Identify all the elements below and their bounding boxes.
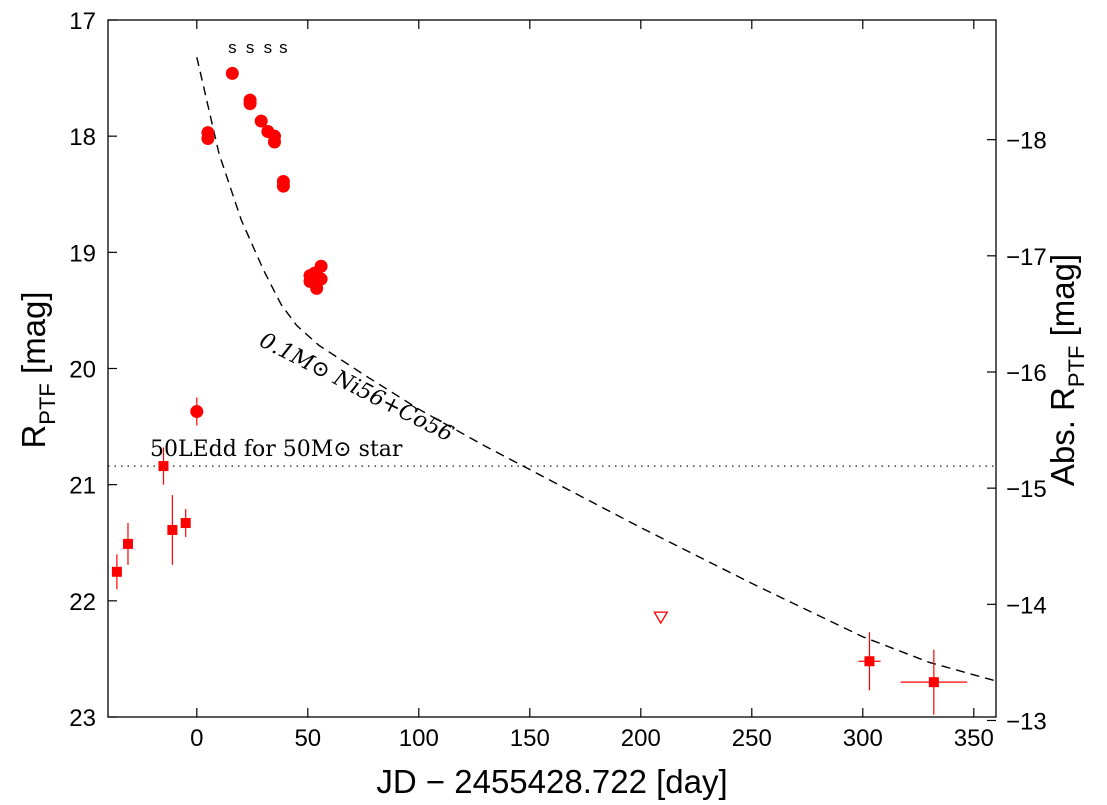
y-tick-label: 23 bbox=[69, 705, 96, 732]
eddington-label: 50LEdd for 50M⊙ star bbox=[150, 437, 403, 462]
upper-limit-triangle bbox=[653, 611, 669, 625]
spectrum-marker: s bbox=[264, 38, 273, 57]
data-point-square bbox=[158, 461, 169, 472]
data-point-circle bbox=[190, 404, 204, 418]
data-point-circle bbox=[314, 259, 328, 273]
y2-axis-label: Abs. RPTF [mag] bbox=[1044, 254, 1089, 486]
data-point-circle bbox=[314, 272, 328, 286]
spectrum-marker: s bbox=[228, 38, 237, 57]
data-point-square bbox=[111, 566, 122, 577]
y-tick-label: 22 bbox=[69, 589, 96, 616]
y2-tick-label: −13 bbox=[1006, 708, 1047, 735]
model-decay-line bbox=[196, 57, 996, 682]
data-point-square bbox=[167, 524, 178, 535]
y-tick-label: 21 bbox=[69, 473, 96, 500]
data-point-square bbox=[122, 538, 133, 549]
y2-tick-label: −14 bbox=[1006, 592, 1047, 619]
y-tick-label: 17 bbox=[69, 8, 96, 35]
y-tick-label: 18 bbox=[69, 124, 96, 151]
x-tick-label: 200 bbox=[621, 725, 661, 752]
y2-tick-label: −17 bbox=[1006, 244, 1047, 271]
y2-tick-label: −18 bbox=[1006, 128, 1047, 155]
x-tick-label: 250 bbox=[732, 725, 772, 752]
x-tick-label: 0 bbox=[190, 725, 203, 752]
spectrum-marker: s bbox=[279, 38, 288, 57]
data-point-circle bbox=[254, 114, 268, 128]
data-point-circle bbox=[243, 97, 257, 111]
y2-tick-label: −15 bbox=[1006, 476, 1047, 503]
x-tick-label: 100 bbox=[399, 725, 439, 752]
data-point-circle bbox=[225, 66, 239, 80]
model-line-label: 0.1M⊙ Ni56+Co56 bbox=[255, 328, 457, 447]
plot-frame bbox=[107, 19, 997, 718]
x-tick-label: 350 bbox=[954, 725, 994, 752]
x-axis-label: JD − 2455428.722 [day] bbox=[376, 763, 727, 800]
x-tick-label: 300 bbox=[843, 725, 883, 752]
x-tick-label: 150 bbox=[510, 725, 550, 752]
spectrum-marker: s bbox=[246, 38, 255, 57]
data-point-square bbox=[180, 518, 191, 529]
data-point-circle bbox=[276, 179, 290, 193]
data-point-circle bbox=[201, 131, 215, 145]
y-axis-label: RPTF [mag] bbox=[15, 291, 60, 448]
data-point-circle bbox=[268, 135, 281, 149]
y2-tick-label: −16 bbox=[1006, 360, 1047, 387]
data-point-square bbox=[928, 677, 939, 688]
x-tick-label: 50 bbox=[294, 725, 321, 752]
axes: 0 50 100 150 200 250 300 350 17 18 19 20 21 22 23 −18 −1… bbox=[69, 8, 1046, 752]
y-tick-label: 19 bbox=[69, 240, 96, 267]
y-tick-label: 20 bbox=[69, 357, 96, 384]
data-point-square bbox=[864, 656, 875, 667]
data-layer bbox=[108, 57, 996, 715]
